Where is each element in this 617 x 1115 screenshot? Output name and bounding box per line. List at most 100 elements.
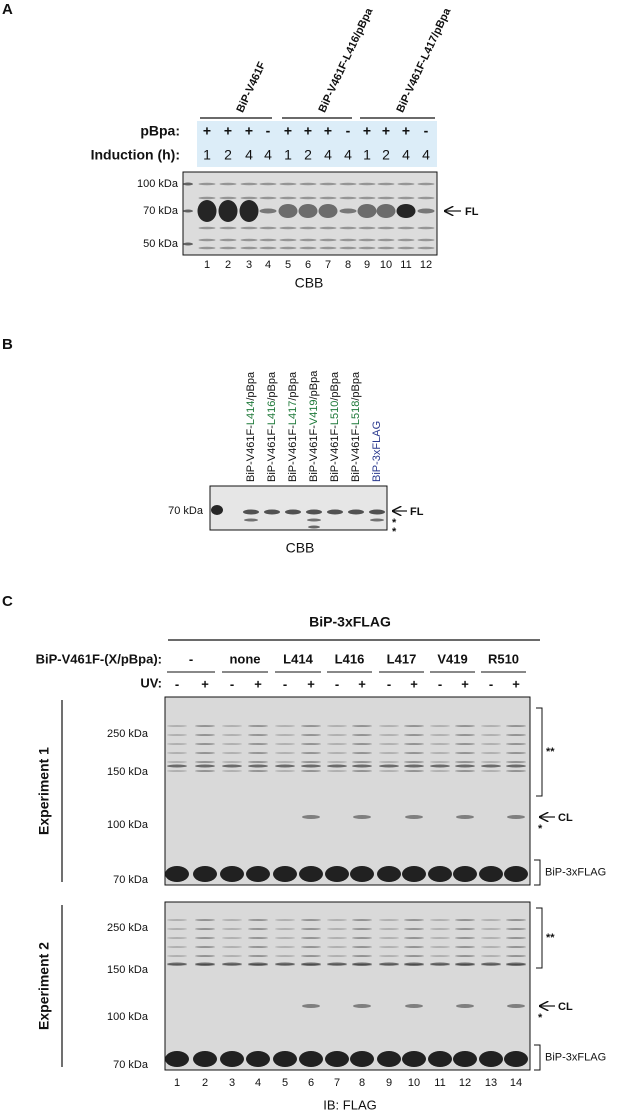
gel-band — [240, 182, 258, 186]
gel-band — [481, 743, 501, 745]
gel-band — [455, 962, 475, 966]
gel-band — [198, 196, 216, 200]
gel-band — [417, 182, 435, 186]
gel-band — [506, 937, 526, 939]
lane-number: 9 — [386, 1077, 392, 1089]
lane-label-site: L414 — [245, 401, 257, 425]
gel-band — [430, 734, 450, 736]
gel-band — [319, 226, 337, 230]
gel-band — [195, 770, 215, 772]
gel-band — [195, 725, 215, 727]
uv-sign: - — [438, 676, 442, 691]
gel-band — [327, 928, 347, 930]
gel-band — [275, 955, 295, 957]
gel-band — [430, 962, 450, 966]
pbpa-sign: - — [346, 123, 351, 139]
gel-band — [379, 919, 399, 921]
lane-number: 9 — [364, 259, 370, 271]
lane-label-site: L510 — [329, 401, 341, 425]
gel-band — [506, 764, 526, 768]
gel-band — [327, 725, 347, 727]
gel-band — [248, 919, 268, 921]
gel-band — [275, 928, 295, 930]
gel-band — [506, 734, 526, 736]
gel-band — [299, 246, 317, 250]
gel-band — [370, 518, 384, 522]
gel-band — [352, 770, 372, 772]
lane-number: 4 — [255, 1077, 261, 1089]
gel-band — [348, 509, 364, 515]
gel-band — [404, 761, 424, 763]
marker-label: 250 kDa — [107, 728, 149, 740]
gel-band — [379, 725, 399, 727]
gel-band — [455, 764, 475, 768]
gel-band — [222, 955, 242, 957]
gel-band — [327, 962, 347, 966]
gel-band — [211, 505, 223, 515]
lane-label: BiP-V461F-L510/pBpa — [329, 371, 341, 482]
gel-band — [308, 525, 320, 529]
gel-band — [417, 238, 435, 242]
induction-time: 4 — [402, 147, 410, 163]
band-star: * — [538, 1012, 543, 1024]
marker-label: 70 kDa — [113, 874, 149, 886]
pbpa-sign: + — [382, 123, 390, 139]
lane-label-prefix: BiP-V461F- — [350, 425, 362, 482]
gel-band — [404, 928, 424, 930]
uv-sign: - — [489, 676, 493, 691]
gel-band — [222, 770, 242, 772]
lane-number: 3 — [246, 259, 252, 271]
gel-band — [195, 962, 215, 966]
gel-band — [219, 238, 237, 242]
gel-band — [417, 208, 435, 214]
gel-band — [327, 937, 347, 939]
gel-band — [404, 764, 424, 768]
lane-label: BiP-V461F-L416/pBpa — [266, 371, 278, 482]
gel-band — [481, 725, 501, 727]
gel-band — [455, 743, 475, 745]
gel-band — [430, 919, 450, 921]
gel-band — [455, 752, 475, 754]
induction-time: 2 — [304, 147, 312, 163]
bracket — [534, 1044, 541, 1071]
lane-number: 10 — [408, 1077, 420, 1089]
band-label: BiP-3xFLAG — [545, 866, 606, 878]
marker-label: 70 kDa — [143, 205, 179, 217]
pbpa-sign: - — [424, 123, 429, 139]
gel-band — [219, 182, 237, 186]
gel-band — [248, 962, 268, 966]
lane-number: 13 — [485, 1077, 497, 1089]
gel-band — [301, 734, 321, 736]
gel-band — [504, 866, 528, 882]
gel-band — [279, 246, 297, 250]
uv-sign: + — [358, 676, 366, 691]
gel-band — [327, 770, 347, 772]
gel-band — [456, 1004, 474, 1008]
induction-time: 1 — [203, 147, 211, 163]
gel-band — [352, 937, 372, 939]
lane-group-label: BiP-V461F-L416/pBpa — [316, 6, 375, 115]
gel-band — [275, 734, 295, 736]
panel-label: A — [2, 1, 13, 18]
gel-band — [397, 182, 415, 186]
gel-band — [481, 946, 501, 948]
lane-number: 2 — [225, 259, 231, 271]
gel-band — [183, 182, 193, 186]
uv-sign: - — [283, 676, 287, 691]
lane-number: 12 — [459, 1077, 471, 1089]
gel-band — [404, 955, 424, 957]
lane-label-site: L417 — [287, 401, 299, 425]
gel-band — [222, 928, 242, 930]
gel-band — [358, 246, 376, 250]
uv-sign: + — [410, 676, 418, 691]
gel-band — [275, 764, 295, 768]
gel-band — [353, 1004, 371, 1008]
gel-band — [455, 919, 475, 921]
gel-band — [352, 946, 372, 948]
gel-band — [379, 761, 399, 763]
gel-band — [167, 955, 187, 957]
lane-label: BiP-V461F-L518/pBpa — [350, 371, 362, 482]
gel-band — [430, 743, 450, 745]
gel-band — [275, 725, 295, 727]
